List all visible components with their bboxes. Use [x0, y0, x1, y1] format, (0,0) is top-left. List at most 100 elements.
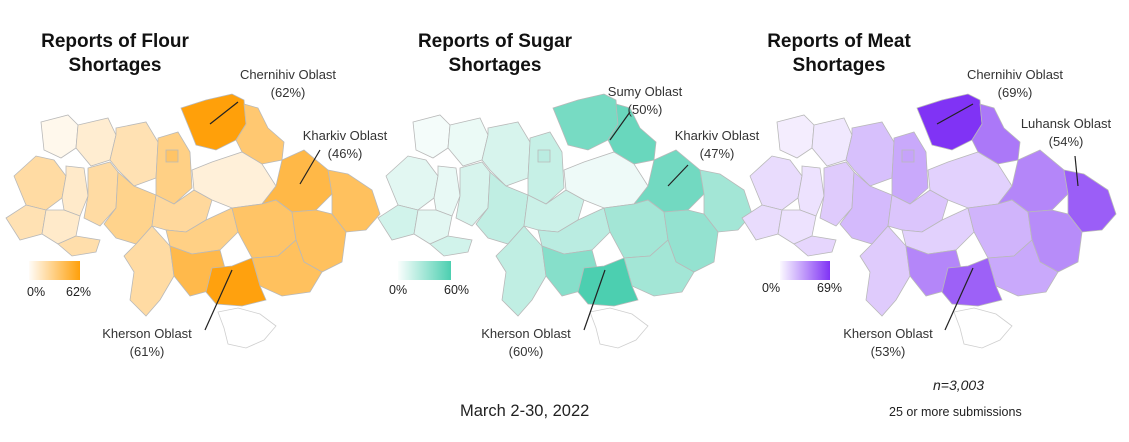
callout-region: Chernihiv Oblast: [966, 67, 1064, 82]
region-sumy: [235, 103, 285, 165]
callout-leader-line: [299, 149, 321, 185]
map-panel-0: [5, 93, 381, 349]
callout-value: (46%): [327, 146, 363, 161]
region-kyiv: [891, 131, 929, 205]
callout-region: Kharkiv Oblast: [302, 128, 388, 143]
callout-region: Kherson Oblast: [102, 326, 192, 341]
meat-legend-min: 0%: [762, 281, 781, 295]
callout-leader-line: [936, 103, 974, 125]
region-khmelnytskyi: [83, 161, 119, 227]
meat-legend-max: 69%: [817, 281, 843, 295]
meat-callout-kherson: Kherson Oblast (53%): [828, 325, 948, 361]
region-ternopil: [797, 165, 825, 217]
sugar-legend-max: 60%: [444, 283, 470, 297]
title-line: Shortages: [792, 55, 886, 76]
region-lviv: [749, 155, 803, 211]
callout-region: Chernihiv Oblast: [239, 67, 337, 82]
sugar-callout-sumy: Sumy Oblast (50%): [600, 83, 690, 119]
region-crimea: [217, 307, 277, 349]
callout-region: Luhansk Oblast: [1020, 116, 1112, 131]
map-panel-2: [741, 93, 1117, 349]
callout-leader-line: [583, 269, 606, 331]
region-ternopil: [61, 165, 89, 217]
region-ternopil: [433, 165, 461, 217]
region-kyiv: [155, 131, 193, 205]
sugar-legend-gradient: [398, 261, 451, 280]
flour-map-title: Reports of Flour Shortages: [30, 30, 200, 78]
region-chernivtsi: [429, 235, 473, 257]
flour-callout-kherson: Kherson Oblast (61%): [87, 325, 207, 361]
callout-region: Sumy Oblast: [607, 84, 683, 99]
date-range-label: March 2-30, 2022: [460, 402, 590, 420]
region-chernihiv: [916, 93, 983, 151]
region-chernivtsi: [57, 235, 101, 257]
region-kyiv_city: [165, 149, 179, 163]
title-line: Shortages: [68, 55, 162, 76]
map-panel-1: [377, 93, 753, 349]
region-volyn: [776, 114, 815, 159]
region-lviv: [13, 155, 67, 211]
region-odesa: [123, 225, 175, 317]
callout-leader-line: [944, 267, 974, 331]
callout-region: Kherson Oblast: [843, 326, 933, 341]
callout-value: (69%): [997, 85, 1033, 100]
region-luhansk: [327, 169, 381, 233]
region-zaporizhzhia: [623, 239, 695, 297]
region-kyiv: [527, 131, 565, 205]
flour-legend-gradient: [29, 261, 80, 280]
sugar-callout-kharkiv: Kharkiv Oblast (47%): [662, 127, 772, 163]
title-line: Reports of Flour: [41, 31, 189, 52]
region-kherson: [577, 257, 639, 307]
region-luhansk: [699, 169, 753, 233]
sample-size-label: n=3,003: [933, 377, 984, 393]
region-kyiv_city: [537, 149, 551, 163]
region-khmelnytskyi: [819, 161, 855, 227]
region-luhansk: [1063, 169, 1117, 233]
title-line: Shortages: [448, 55, 542, 76]
callout-value: (62%): [270, 85, 306, 100]
region-zakarpattia: [5, 204, 47, 241]
region-kyiv_city: [901, 149, 915, 163]
region-odesa: [859, 225, 911, 317]
region-khmelnytskyi: [455, 161, 491, 227]
callout-leader-line: [667, 164, 689, 187]
submissions-note: 25 or more submissions: [889, 405, 1022, 419]
region-volyn: [412, 114, 451, 159]
region-sumy: [607, 103, 657, 165]
flour-legend-min: 0%: [27, 285, 46, 299]
region-lviv: [385, 155, 439, 211]
callout-value: (60%): [508, 344, 544, 359]
meat-map-title: Reports of Meat Shortages: [753, 30, 925, 78]
region-chernivtsi: [793, 235, 837, 257]
callout-leader-line: [1074, 155, 1079, 187]
callout-value: (47%): [699, 146, 735, 161]
callout-value: (54%): [1048, 134, 1084, 149]
meat-callout-chernihiv: Chernihiv Oblast (69%): [955, 66, 1075, 102]
callout-value: (53%): [870, 344, 906, 359]
sugar-map-title: Reports of Sugar Shortages: [405, 30, 585, 78]
region-sumy: [971, 103, 1021, 165]
callout-leader-line: [609, 111, 631, 141]
sugar-legend-min: 0%: [389, 283, 408, 297]
flour-callout-chernihiv: Chernihiv Oblast (62%): [228, 66, 348, 102]
meat-legend-gradient: [780, 261, 830, 280]
flour-callout-kharkiv: Kharkiv Oblast (46%): [290, 127, 400, 163]
region-kherson: [941, 257, 1003, 307]
region-crimea: [589, 307, 649, 349]
region-zaporizhzhia: [987, 239, 1059, 297]
callout-value: (61%): [129, 344, 165, 359]
region-crimea: [953, 307, 1013, 349]
callout-leader-line: [209, 101, 239, 125]
region-volyn: [40, 114, 79, 159]
region-zaporizhzhia: [251, 239, 323, 297]
title-line: Reports of Sugar: [417, 31, 573, 52]
title-line: Reports of Meat: [767, 31, 911, 52]
meat-callout-luhansk: Luhansk Oblast (54%): [1008, 115, 1124, 151]
region-odesa: [495, 225, 547, 317]
region-zakarpattia: [377, 204, 419, 241]
flour-legend-max: 62%: [66, 285, 92, 299]
callout-region: Kharkiv Oblast: [674, 128, 760, 143]
callout-leader-line: [204, 269, 233, 331]
callout-region: Kherson Oblast: [481, 326, 571, 341]
